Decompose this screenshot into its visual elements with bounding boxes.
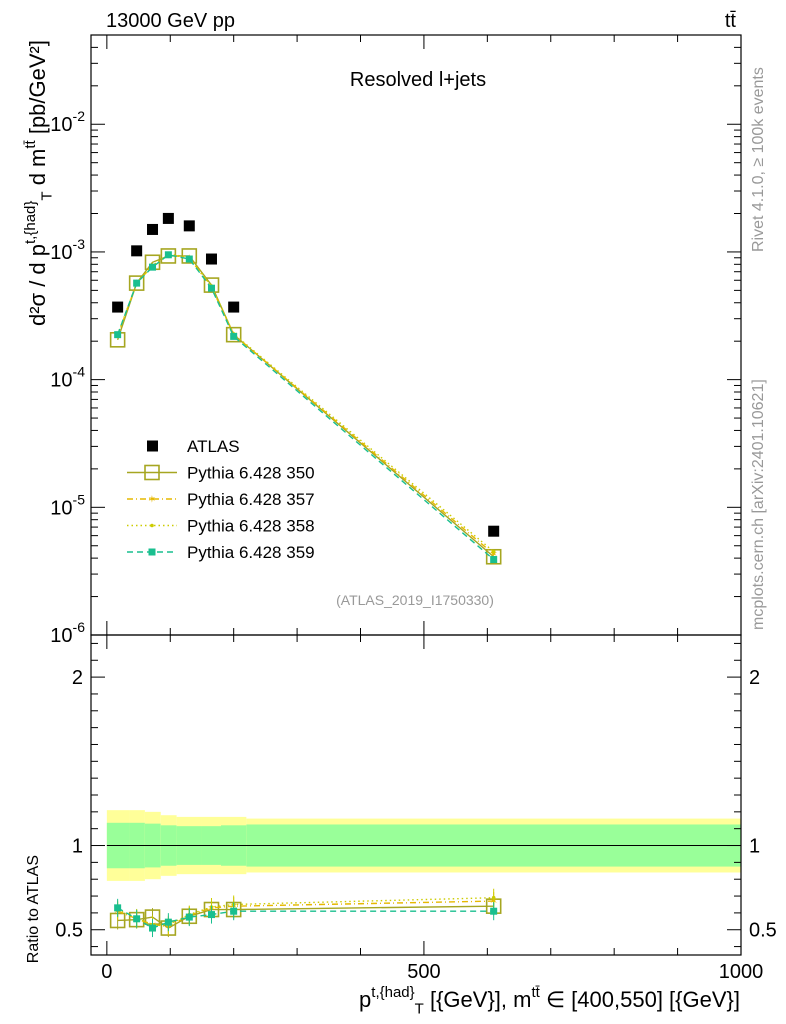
series-marker — [485, 548, 502, 565]
data-point — [162, 212, 174, 224]
legend-label: Pythia 6.428 357 — [187, 490, 315, 509]
series-marker: ✶ — [148, 495, 156, 506]
series-marker — [164, 251, 172, 259]
legend-label: Pythia 6.428 350 — [187, 464, 315, 483]
series-marker — [181, 248, 198, 264]
series-marker — [144, 464, 160, 481]
axis-labels: d²σ / d pt,{had}​T​ d mtt̄​ [pb/GeV²] Rat… — [22, 40, 740, 1018]
series-marker — [133, 915, 141, 923]
x-tick-label: 0 — [101, 961, 112, 983]
energy-label: 13000 GeV pp — [106, 10, 235, 32]
series-marker — [148, 548, 156, 556]
series-marker — [490, 907, 498, 915]
legend-label: ATLAS — [187, 437, 240, 456]
rivet-label: Rivet 4.1.0, ≥ 100k events — [750, 67, 767, 252]
series-marker — [491, 895, 496, 900]
series-marker — [230, 332, 238, 340]
series-layer: ✶✶✶✶✶✶✶✶✶✶✶✶✶✶✶✶ — [109, 248, 502, 938]
legend: ATLAS Pythia 6.428 350 ✶ Pythia 6.428 357 Py… — [127, 437, 315, 562]
y-tick-label: 10-4 — [50, 364, 85, 392]
series-marker — [150, 523, 154, 528]
series-marker — [491, 549, 496, 554]
y-tick-label: 10-2 — [50, 108, 85, 136]
y-tick-label: 10-3 — [50, 236, 85, 264]
x-tick-label: 500 — [407, 961, 440, 983]
ratio-y-tick-label: 2 — [749, 667, 760, 689]
series-marker — [149, 924, 157, 932]
series-marker — [230, 907, 238, 915]
analysis-reference: (ATLAS_2019_I1750330) — [336, 592, 494, 608]
data-point — [205, 253, 217, 265]
axis-ticks: 10-2 10-3 10-4 10-5 10-6 0 500 1000 0.5 0.5 1 1 2 2 — [50, 34, 777, 983]
ratio-y-tick-label: 1 — [749, 836, 760, 858]
y-tick-label: 10-6 — [50, 619, 85, 647]
series-marker — [207, 284, 215, 292]
series-marker — [207, 911, 215, 919]
series-marker — [114, 904, 122, 912]
series-marker — [133, 279, 141, 287]
x-axis-label: pt,{had}​T​ [{GeV}], mtt̄​ ∈ [400,550] [… — [359, 984, 740, 1018]
ratio-bands — [106, 810, 742, 881]
ratio-y-tick-label: 1 — [72, 836, 83, 858]
legend-marker — [147, 440, 158, 452]
data-point — [112, 301, 124, 313]
data-layer — [112, 212, 500, 537]
series-line — [116, 254, 495, 561]
series-marker — [185, 255, 193, 263]
series-marker: ✶ — [489, 550, 497, 561]
ratio-y-tick-label: 0.5 — [749, 920, 777, 942]
ratio-y-tick-label: 0.5 — [55, 920, 83, 942]
series-marker — [149, 263, 157, 271]
series-ratio-line — [117, 905, 494, 929]
series-marker — [114, 331, 122, 339]
series-marker — [203, 277, 220, 293]
series-marker — [225, 326, 242, 343]
data-point — [488, 525, 500, 537]
data-point — [228, 301, 240, 313]
ratio-y-axis-label: Ratio to ATLAS — [25, 855, 42, 963]
y-axis-label: d²σ / d pt,{had}​T​ d mtt̄​ [pb/GeV²] — [22, 40, 56, 326]
legend-label: Pythia 6.428 358 — [187, 517, 315, 536]
y-tick-label: 10-5 — [50, 491, 85, 519]
x-tick-label: 1000 — [719, 961, 764, 983]
series-marker — [128, 275, 145, 291]
process-label: tt̄ — [725, 10, 737, 32]
series-4 — [114, 251, 498, 938]
data-point — [147, 223, 159, 235]
legend-label: Pythia 6.428 359 — [187, 543, 315, 562]
mcplots-label: mcplots.cern.ch [arXiv:2401.10621] — [750, 379, 767, 630]
series-marker — [490, 556, 498, 564]
series-ratio-line — [117, 900, 494, 928]
ratio-y-tick-label: 2 — [72, 667, 83, 689]
series-line — [116, 255, 495, 558]
plot-title: Resolved l+jets — [350, 69, 486, 91]
series-marker — [164, 918, 172, 926]
data-point — [183, 220, 195, 232]
series-marker — [185, 913, 193, 921]
data-point — [131, 245, 143, 257]
